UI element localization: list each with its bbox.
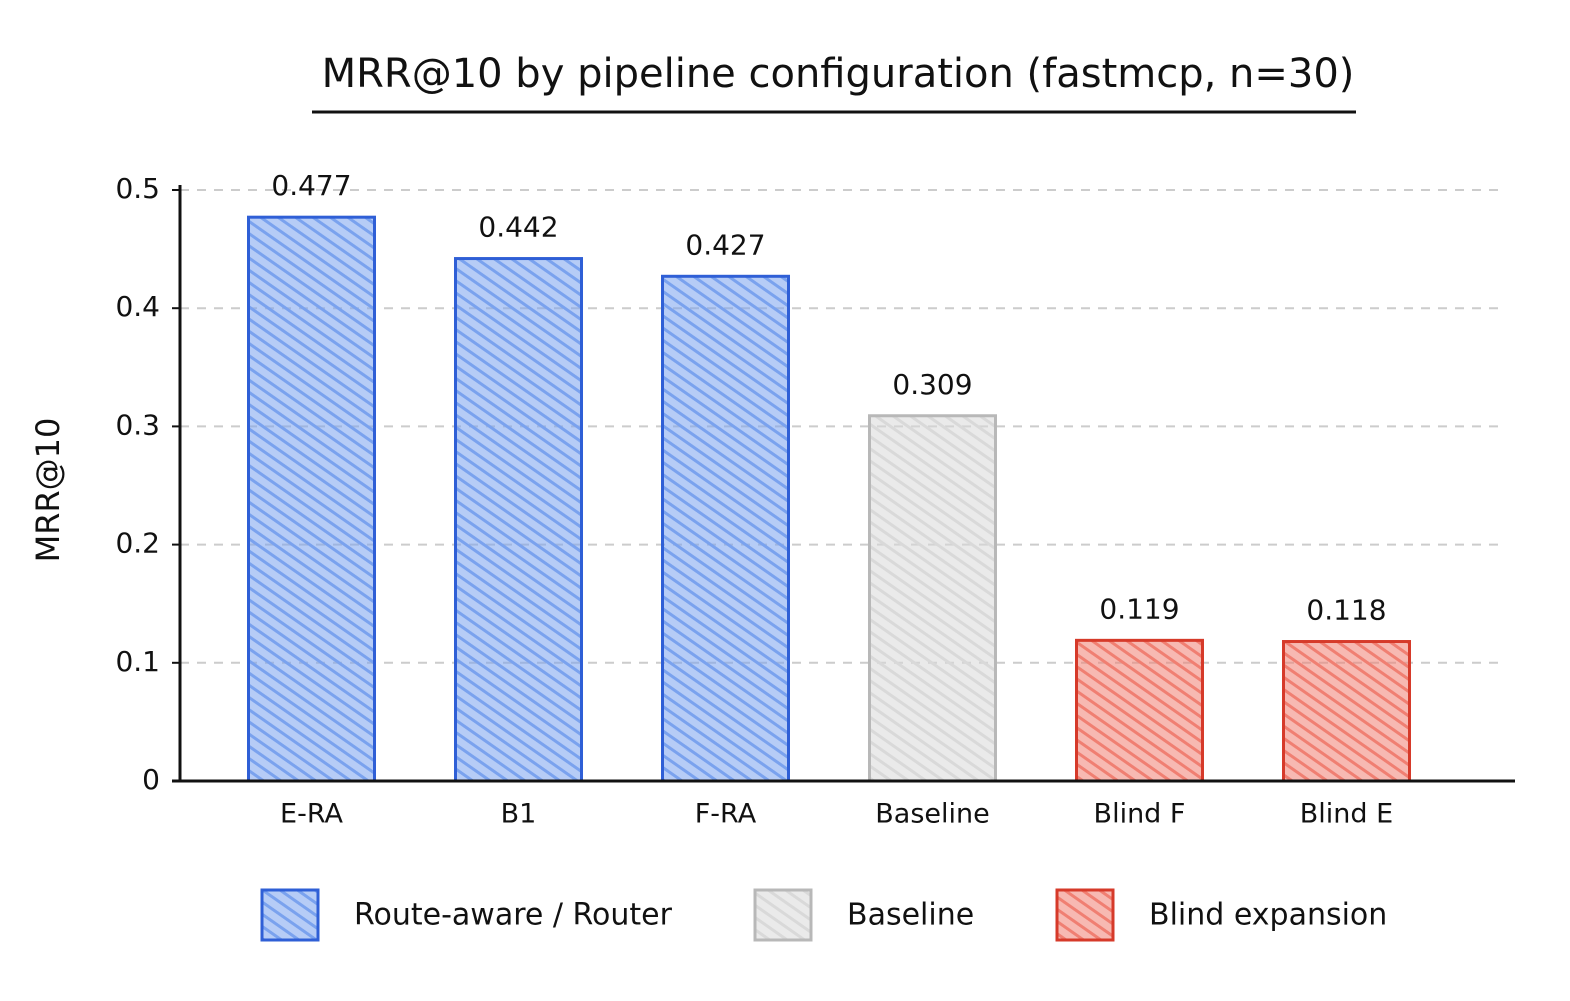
bar	[1075, 638, 1204, 783]
value-label: 0.442	[478, 211, 558, 244]
y-tick-label: 0.2	[115, 527, 160, 560]
legend-swatch	[260, 888, 320, 942]
x-tick-label: Blind E	[1300, 799, 1393, 830]
y-tick-label: 0.4	[115, 290, 160, 323]
y-tick-label: 0.5	[115, 172, 160, 205]
value-label: 0.119	[1099, 592, 1179, 625]
y-tick-label: 0.3	[115, 408, 160, 441]
legend-swatch	[1055, 888, 1115, 942]
x-tick-label: Baseline	[875, 799, 989, 830]
bar	[247, 215, 376, 783]
bar	[1282, 640, 1411, 783]
value-label: 0.309	[892, 368, 972, 401]
legend-label: Blind expansion	[1149, 898, 1387, 933]
x-tick-label: Blind F	[1094, 799, 1186, 830]
legend-label: Route-aware / Router	[354, 898, 673, 933]
legend-swatch	[753, 888, 813, 942]
legend-label: Baseline	[847, 898, 974, 933]
x-tick-label: B1	[501, 799, 537, 830]
x-tick-label: E-RA	[280, 799, 343, 830]
chart-title: MRR@10 by pipeline configuration (fastmc…	[322, 51, 1355, 97]
x-tick-label: F-RA	[695, 799, 757, 830]
bar	[661, 274, 790, 783]
bar	[868, 414, 997, 783]
y-axis-label: MRR@10	[29, 418, 67, 563]
value-label: 0.427	[685, 228, 765, 261]
value-label: 0.118	[1306, 594, 1386, 627]
bar	[454, 257, 583, 783]
y-tick-label: 0	[142, 763, 160, 796]
value-label: 0.477	[271, 169, 351, 202]
y-tick-label: 0.1	[115, 645, 160, 678]
